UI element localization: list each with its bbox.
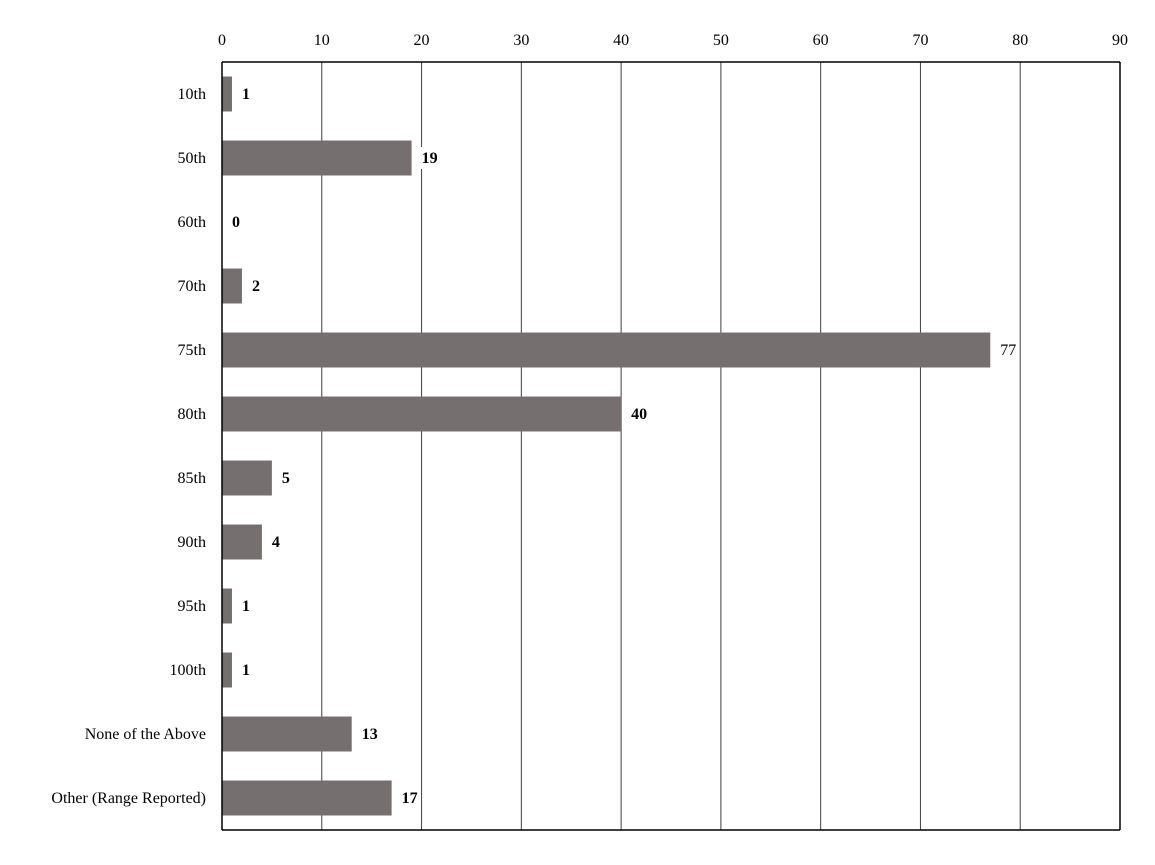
data-label: 19 <box>422 150 438 167</box>
x-tick-label: 30 <box>513 32 529 49</box>
bar <box>222 332 991 368</box>
bar <box>222 396 622 432</box>
category-label: Other (Range Reported) <box>51 790 206 807</box>
bar <box>222 780 392 816</box>
data-label-background <box>268 531 282 553</box>
bar <box>222 140 412 176</box>
x-tick-label: 20 <box>414 32 430 49</box>
data-label: 1 <box>242 662 250 679</box>
category-label: 90th <box>178 534 206 551</box>
data-label: 4 <box>272 534 280 551</box>
data-label-background <box>358 723 381 745</box>
data-label-background <box>238 659 252 681</box>
category-label: 75th <box>178 342 206 359</box>
data-label-background <box>238 83 252 105</box>
x-tick-label: 10 <box>314 32 330 49</box>
gridlines <box>321 62 1021 830</box>
bar <box>222 460 272 496</box>
data-label: 17 <box>402 790 418 807</box>
bar <box>222 588 232 624</box>
bar <box>222 76 232 112</box>
x-tick-label: 0 <box>218 32 226 49</box>
data-label: 40 <box>631 406 647 423</box>
data-labels: 1 19 0 2 77 40 5 4 1 1 13 17 <box>229 83 1020 809</box>
bar <box>222 716 352 752</box>
category-label: 85th <box>178 470 206 487</box>
data-label-background <box>398 787 421 809</box>
bars <box>222 76 991 816</box>
category-label: 60th <box>178 214 206 231</box>
data-label-background <box>248 275 262 297</box>
y-axis-category-labels: 10th 50th 60th 70th 75th 80th 85th 90th 95th 100t… <box>51 86 206 807</box>
category-label: 70th <box>178 278 206 295</box>
data-label: 2 <box>252 278 260 295</box>
data-label: 1 <box>242 598 250 615</box>
data-label: 13 <box>362 726 378 743</box>
plot-frame <box>221 61 1121 831</box>
category-label: 95th <box>178 598 206 615</box>
bar <box>222 268 242 304</box>
category-label: None of the Above <box>85 726 206 743</box>
data-label: 0 <box>232 214 240 231</box>
x-tick-label: 60 <box>813 32 829 49</box>
category-label: 80th <box>178 406 206 423</box>
category-label: 100th <box>170 662 206 679</box>
x-tick-label: 80 <box>1012 32 1028 49</box>
data-label-background <box>997 339 1020 361</box>
category-label: 50th <box>178 150 206 167</box>
data-label-background <box>418 147 441 169</box>
data-label-background <box>628 403 651 425</box>
bar <box>222 652 232 688</box>
x-tick-label: 90 <box>1112 32 1128 49</box>
bar <box>222 524 262 560</box>
data-label-background <box>238 595 252 617</box>
data-label: 5 <box>282 470 290 487</box>
category-label: 10th <box>178 86 206 103</box>
x-tick-label: 40 <box>613 32 629 49</box>
data-label-background <box>278 467 292 489</box>
data-label-background <box>229 211 242 233</box>
x-tick-label: 70 <box>912 32 928 49</box>
x-axis-tick-labels: 0 10 20 30 40 50 60 70 80 90 <box>218 32 1128 49</box>
x-tick-label: 50 <box>713 32 729 49</box>
data-label: 77 <box>1000 342 1016 359</box>
data-label: 1 <box>242 86 250 103</box>
